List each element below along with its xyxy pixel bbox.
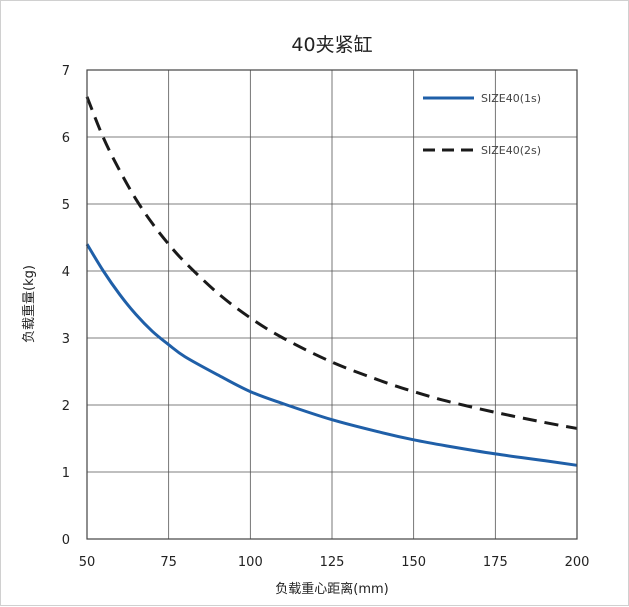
x-tick-labels: 50 75 100 125 150 175 200 xyxy=(79,555,590,570)
x-tick-label: 175 xyxy=(483,555,508,570)
x-axis-label: 负载重心距离(mm) xyxy=(275,581,388,597)
x-tick-label: 125 xyxy=(320,555,345,570)
legend-label-size40-1s: SIZE40(1s) xyxy=(481,92,541,105)
legend-label-size40-2s: SIZE40(2s) xyxy=(481,144,541,157)
y-axis-label: 负载重量(kg) xyxy=(21,265,37,343)
legend: SIZE40(1s) SIZE40(2s) xyxy=(423,92,541,157)
y-tick-label: 2 xyxy=(62,399,70,414)
y-tick-label: 1 xyxy=(62,466,70,481)
grid-lines xyxy=(86,69,578,540)
series-line-size40-1s xyxy=(85,243,578,467)
y-tick-label: 0 xyxy=(62,533,70,548)
y-tick-label: 3 xyxy=(62,332,70,347)
y-tick-label: 5 xyxy=(62,198,70,213)
y-tick-label: 7 xyxy=(62,64,70,79)
y-tick-label: 6 xyxy=(62,131,70,146)
series-line-size40-2s xyxy=(85,96,578,430)
y-tick-labels: 0 1 2 3 4 5 6 7 xyxy=(62,64,70,548)
x-tick-label: 150 xyxy=(401,555,426,570)
x-tick-label: 75 xyxy=(160,555,177,570)
plot-border xyxy=(86,69,578,540)
chart-title: 40夹紧缸 xyxy=(291,34,372,56)
series-layer xyxy=(85,96,578,467)
y-tick-label: 4 xyxy=(62,265,70,280)
x-tick-label: 50 xyxy=(79,555,96,570)
x-tick-label: 100 xyxy=(238,555,263,570)
x-tick-label: 200 xyxy=(565,555,590,570)
